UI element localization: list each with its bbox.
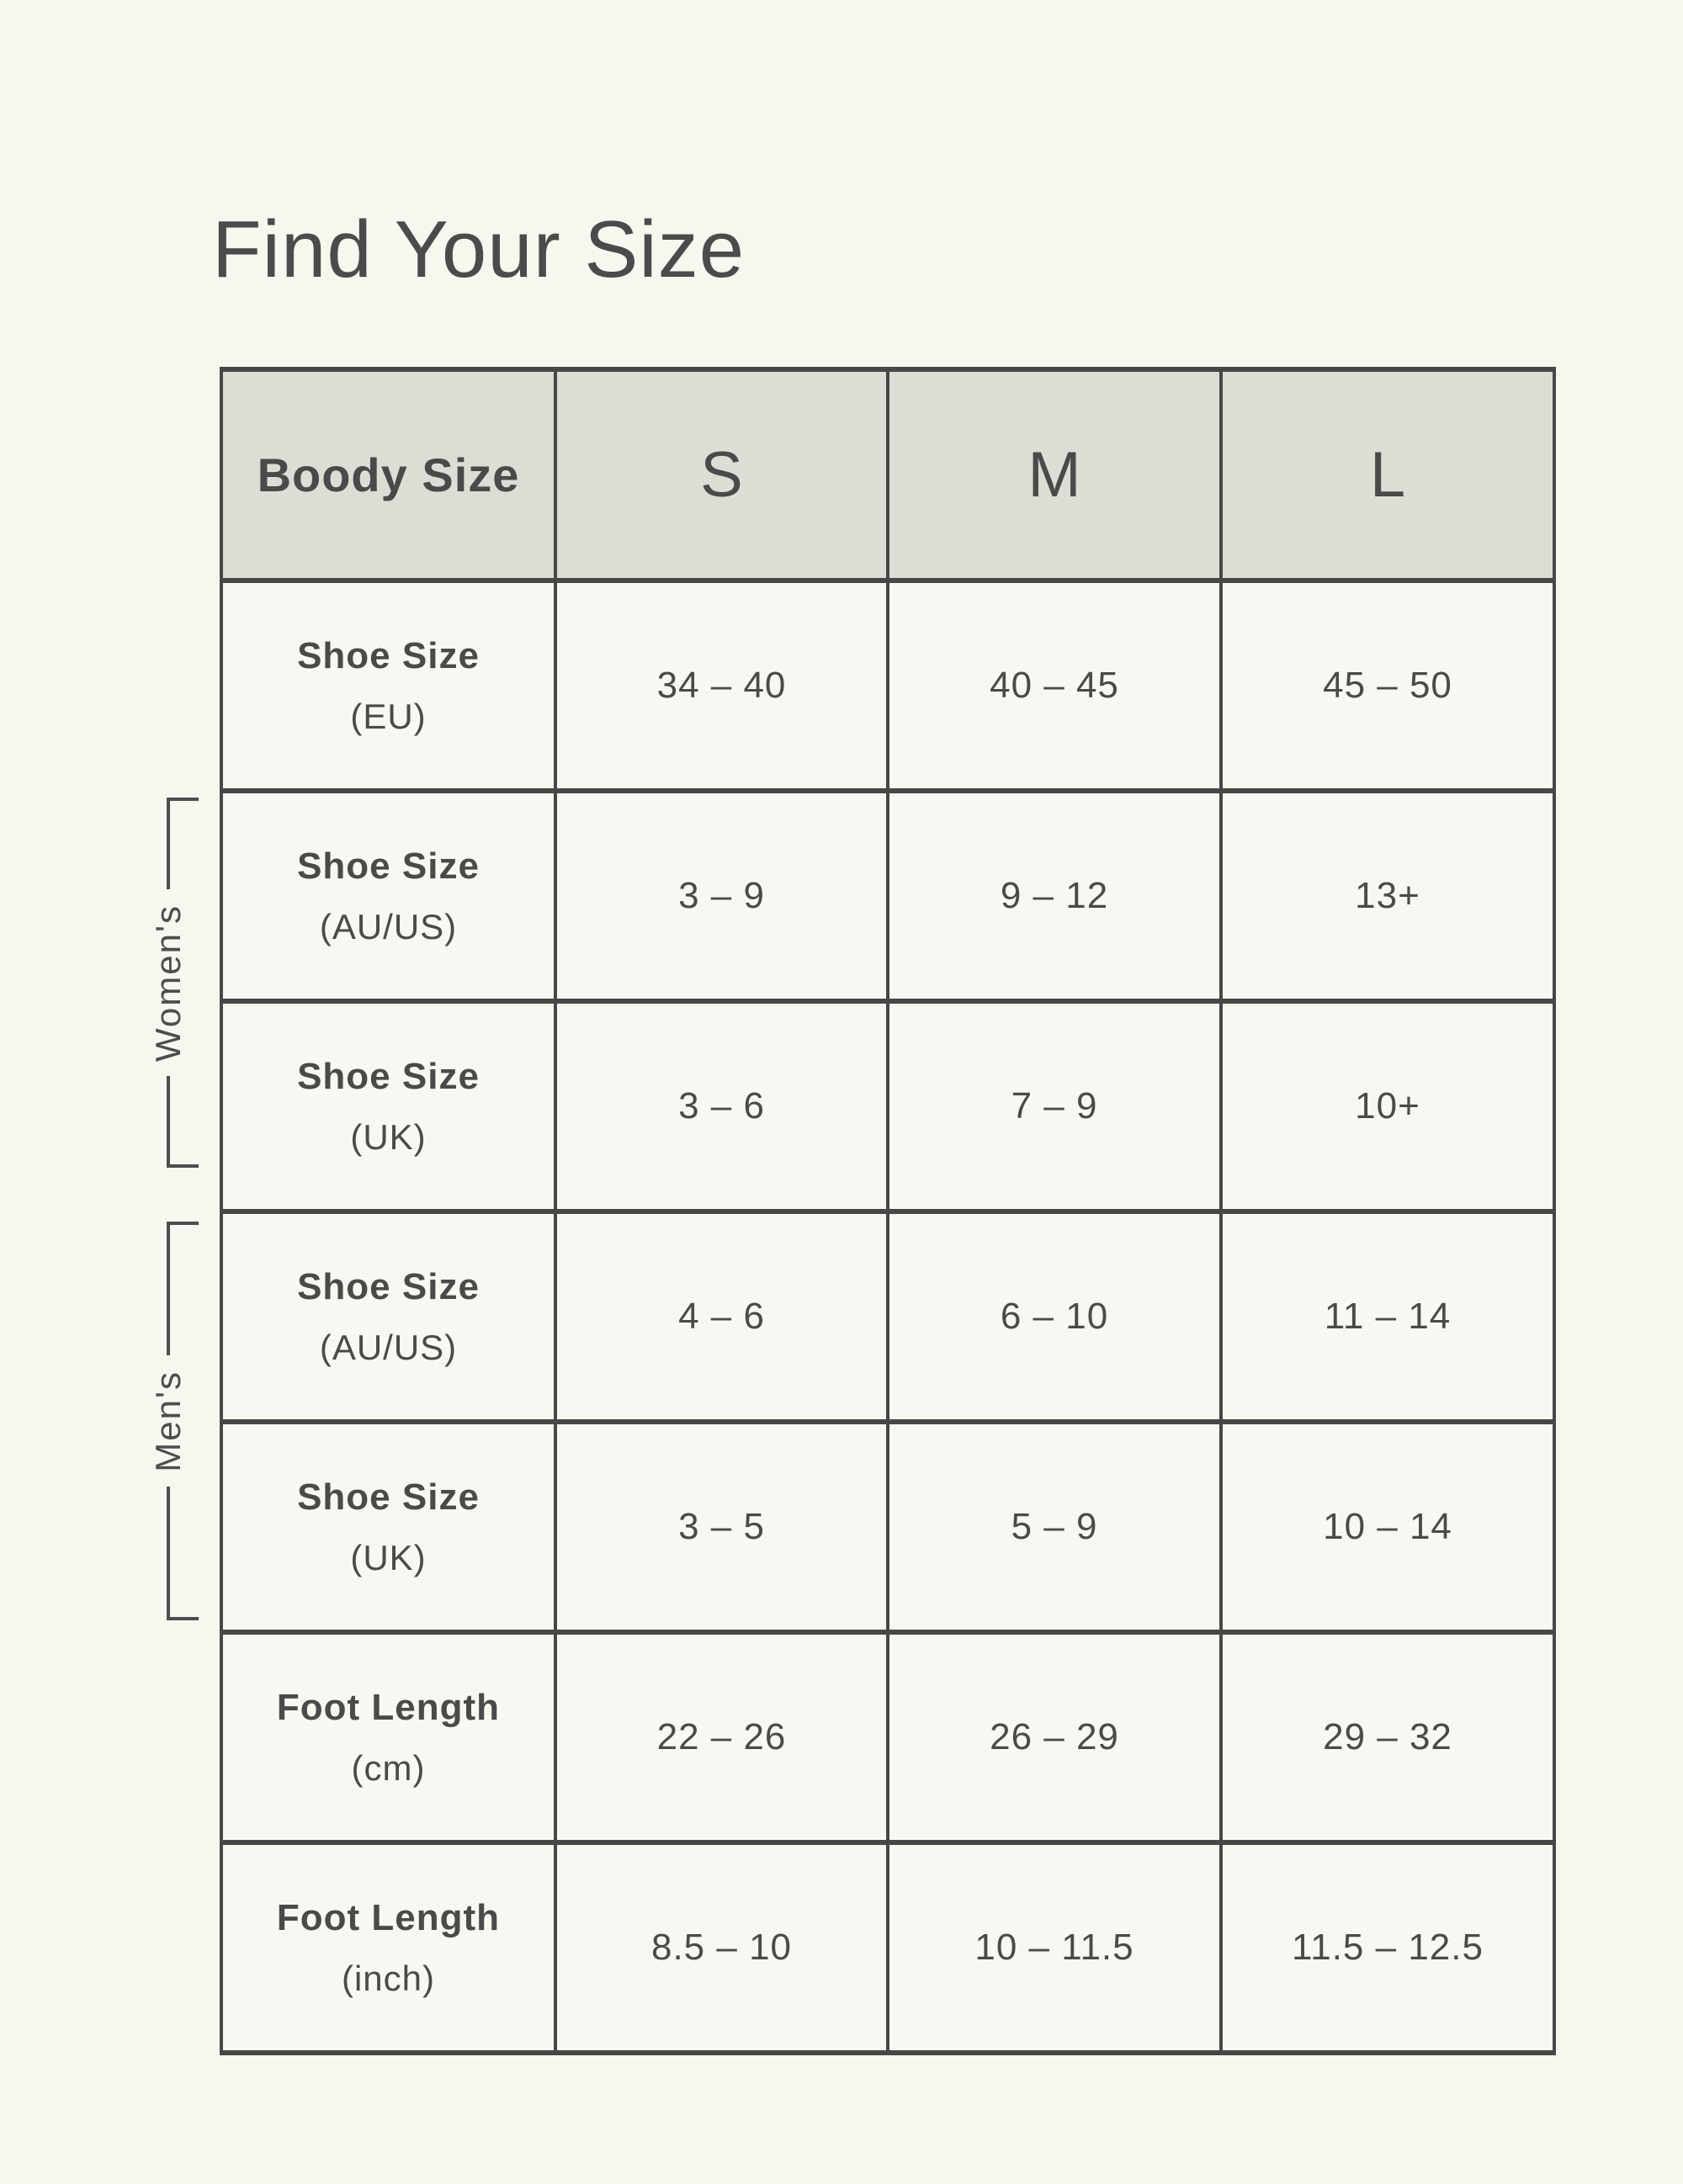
page-title: Find Your Size [212,204,746,295]
womens-group-bracket: Women's [148,798,200,1168]
value-cell-l: 45 – 50 [1219,578,1556,793]
table-row-foot-length-inch: Foot Length (inch) 8.5 – 10 10 – 11.5 11… [220,1840,1556,2055]
value-cell-m: 40 – 45 [886,578,1223,793]
value-cell-s: 8.5 – 10 [554,1840,889,2055]
row-label: Shoe Size (UK) [220,1419,557,1635]
bracket-line-segment [167,801,170,889]
table-row-womens-shoe-uk: Shoe Size (UK) 3 – 6 7 – 9 10+ [220,999,1556,1214]
row-label: Shoe Size (AU/US) [220,1209,557,1424]
value-cell-l: 10+ [1219,999,1556,1214]
bracket-tick-bottom [167,1617,199,1621]
column-header-l: L [1219,367,1556,583]
value-cell-l: 10 – 14 [1219,1419,1556,1635]
value-cell-l: 11 – 14 [1219,1209,1556,1424]
row-label-name: Shoe Size [297,1055,480,1097]
row-label-unit: (EU) [350,697,427,737]
value-cell-s: 4 – 6 [554,1209,889,1424]
value-cell-m: 9 – 12 [886,788,1223,1004]
value-cell-l: 29 – 32 [1219,1630,1556,1845]
womens-group-label: Women's [148,904,188,1062]
row-label-unit: (cm) [351,1748,426,1789]
value-cell-l: 11.5 – 12.5 [1219,1840,1556,2055]
bracket-line-segment [167,1076,170,1164]
row-label-name: Shoe Size [297,1265,480,1307]
value-cell-s: 3 – 9 [554,788,889,1004]
row-label-name: Foot Length [276,1896,501,1938]
value-cell-s: 3 – 6 [554,999,889,1214]
value-cell-m: 7 – 9 [886,999,1223,1214]
row-label-unit: (AU/US) [319,1328,458,1368]
bracket-tick-bottom [167,1164,199,1168]
value-cell-s: 3 – 5 [554,1419,889,1635]
value-cell-m: 6 – 10 [886,1209,1223,1424]
header-row: Boody Size S M L [220,367,1556,583]
corner-header-cell: Boody Size [220,367,557,583]
table-row-mens-shoe-uk: Shoe Size (UK) 3 – 5 5 – 9 10 – 14 [220,1419,1556,1635]
bracket-line-segment [167,1487,170,1618]
row-label: Foot Length (inch) [220,1840,557,2055]
bracket-tick-top [167,798,199,801]
row-label-unit: (UK) [350,1538,427,1578]
table-row-shoe-eu: Shoe Size (EU) 34 – 40 40 – 45 45 – 50 [220,578,1556,793]
row-label-name: Shoe Size [297,634,480,676]
row-label-unit: (AU/US) [319,907,458,947]
row-label-name: Shoe Size [297,845,480,887]
value-cell-m: 26 – 29 [886,1630,1223,1845]
value-cell-m: 5 – 9 [886,1419,1223,1635]
row-label: Foot Length (cm) [220,1630,557,1845]
row-label: Shoe Size (UK) [220,999,557,1214]
size-chart: Boody Size S M L Shoe Size (EU) 34 – 40 … [220,367,1556,2055]
value-cell-s: 34 – 40 [554,578,889,793]
value-cell-l: 13+ [1219,788,1556,1004]
value-cell-m: 10 – 11.5 [886,1840,1223,2055]
row-label-name: Shoe Size [297,1476,480,1518]
row-label-unit: (UK) [350,1117,427,1158]
table-row-mens-shoe-auus: Shoe Size (AU/US) 4 – 6 6 – 10 11 – 14 [220,1209,1556,1424]
mens-group-label: Men's [148,1370,188,1472]
value-cell-s: 22 – 26 [554,1630,889,1845]
row-label: Shoe Size (EU) [220,578,557,793]
column-header-s: S [554,367,889,583]
column-header-m: M [886,367,1223,583]
table-row-womens-shoe-auus: Shoe Size (AU/US) 3 – 9 9 – 12 13+ [220,788,1556,1004]
mens-group-bracket: Men's [148,1222,200,1621]
size-table: Boody Size S M L Shoe Size (EU) 34 – 40 … [220,367,1556,2055]
row-label-name: Foot Length [276,1686,501,1728]
bracket-tick-top [167,1222,199,1225]
bracket-line-segment [167,1225,170,1355]
row-label: Shoe Size (AU/US) [220,788,557,1004]
table-row-foot-length-cm: Foot Length (cm) 22 – 26 26 – 29 29 – 32 [220,1630,1556,1845]
row-label-unit: (inch) [341,1959,436,1999]
